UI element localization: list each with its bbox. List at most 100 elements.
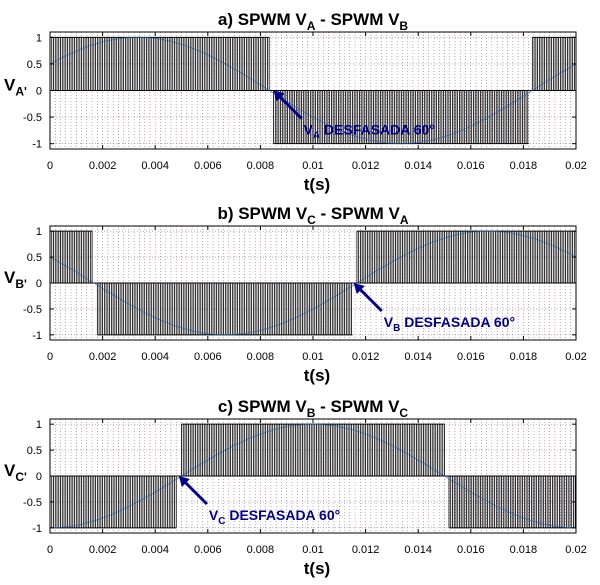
annotation-label: DESFASADA 60° xyxy=(225,507,340,523)
y-tick-label: 0 xyxy=(36,471,42,483)
reference-sine xyxy=(50,230,576,336)
x-tick-label: 0.014 xyxy=(404,351,432,363)
pwm-pulses xyxy=(448,476,576,528)
reference-wave xyxy=(50,423,576,529)
title-part: - SPWM V xyxy=(315,397,400,416)
x-tick-label: 0.016 xyxy=(457,544,485,556)
annotation-arrow-shaft xyxy=(357,286,383,313)
annotation-arrow-head xyxy=(178,476,190,487)
x-axis-label: t(s) xyxy=(304,366,330,385)
annotation-subscript: A xyxy=(313,131,320,142)
pwm-pulses xyxy=(531,37,575,91)
title-subscript: A xyxy=(307,19,316,33)
pwm-segment xyxy=(273,90,529,145)
x-tick-label: 0.006 xyxy=(194,351,222,363)
reference-sine xyxy=(50,36,576,145)
annotation: VC DESFASADA 60° xyxy=(178,476,340,527)
x-tick-label: 0.02 xyxy=(565,351,586,363)
ylabel-subscript: B' xyxy=(15,277,27,291)
x-tick-label: 0.018 xyxy=(510,351,538,363)
annotation-main: V xyxy=(209,507,219,523)
x-tick-label: 0.006 xyxy=(194,544,222,556)
pwm-pulses xyxy=(96,283,352,335)
title-part: b) SPWM V xyxy=(217,204,307,223)
reference-sine xyxy=(50,423,576,529)
chart-panel-2: 0 0.002 0.004 0.006 0.008 0.01 0.012 0.014 0.016… xyxy=(4,204,587,385)
y-tick-label: -0.5 xyxy=(23,497,42,509)
annotation-arrow-head xyxy=(273,90,285,102)
annotation: VA DESFASADA 60° xyxy=(273,90,435,142)
y-tick-label: -0.5 xyxy=(23,304,42,316)
title-subscript: B xyxy=(399,19,408,33)
y-tick-label: -1 xyxy=(32,330,42,342)
ylabel-subscript: C' xyxy=(15,470,27,484)
x-tick-label: 0.012 xyxy=(352,544,380,556)
y-tick-label: 0 xyxy=(36,278,42,290)
ylabel-main: V xyxy=(4,76,16,95)
annotation-arrow-shaft xyxy=(182,479,208,506)
y-tick-label: 0.5 xyxy=(27,59,42,71)
title-part: - SPWM V xyxy=(315,10,400,29)
annotation: VB DESFASADA 60° xyxy=(353,283,515,334)
x-tick-label: 0.016 xyxy=(457,160,485,172)
x-tick-label: 0.02 xyxy=(565,160,586,172)
x-tick-label: 0.004 xyxy=(141,160,169,172)
x-tick-label: 0 xyxy=(47,544,53,556)
y-tick-label: 0.5 xyxy=(27,252,42,264)
x-tick-label: 0.018 xyxy=(510,160,538,172)
title-subscript: C xyxy=(307,213,316,227)
x-tick-label: 0 xyxy=(47,160,53,172)
chart-panel-1: 0 0.002 0.004 0.006 0.008 0.01 0.012 0.014 0.016… xyxy=(4,10,587,194)
pwm-pulses xyxy=(50,476,177,528)
chart-title: c) SPWM VB - SPWM VC xyxy=(218,397,409,420)
y-tick-label: -1 xyxy=(32,523,42,535)
pwm-segment xyxy=(531,36,576,91)
title-part: - SPWM V xyxy=(316,204,401,223)
pwm-signal xyxy=(50,423,576,529)
pwm-segment xyxy=(356,230,576,284)
title-part: c) SPWM V xyxy=(218,397,307,416)
x-tick-label: 0.002 xyxy=(89,351,117,363)
title-subscript: C xyxy=(399,406,408,420)
title-subscript: B xyxy=(307,406,316,420)
y-tick-label: 1 xyxy=(36,226,42,238)
chart-title: b) SPWM VC - SPWM VA xyxy=(217,204,408,227)
pwm-pulses xyxy=(181,424,445,476)
chart-panel-3: 0 0.002 0.004 0.006 0.008 0.01 0.012 0.014 0.016… xyxy=(4,397,587,578)
x-tick-label: 0.012 xyxy=(352,351,380,363)
pwm-signal xyxy=(50,36,576,145)
annotation-text: VA DESFASADA 60° xyxy=(304,122,435,142)
x-tick-label: 0.014 xyxy=(404,160,432,172)
annotation-arrow-head xyxy=(353,283,365,294)
pwm-segment xyxy=(448,475,576,529)
x-tick-label: 0.004 xyxy=(141,351,169,363)
annotation-main: V xyxy=(384,314,394,330)
x-tick-label: 0.002 xyxy=(89,544,117,556)
x-tick-label: 0.002 xyxy=(89,160,117,172)
y-tick-label: 0 xyxy=(36,86,42,98)
x-tick-label: 0.008 xyxy=(247,160,275,172)
x-tick-label: 0.01 xyxy=(302,351,323,363)
x-axis-label: t(s) xyxy=(304,175,330,194)
chart-title: a) SPWM VA - SPWM VB xyxy=(218,10,409,33)
title-part: a) SPWM V xyxy=(218,10,307,29)
x-tick-label: 0.006 xyxy=(194,160,222,172)
y-tick-label: -0.5 xyxy=(23,112,42,124)
x-tick-label: 0.008 xyxy=(247,351,275,363)
x-tick-label: 0.01 xyxy=(302,544,323,556)
x-tick-label: 0.012 xyxy=(352,160,380,172)
x-tick-label: 0.018 xyxy=(510,544,538,556)
pwm-pulses xyxy=(356,231,575,283)
annotation-label: DESFASADA 60° xyxy=(320,122,435,138)
annotation-text: VC DESFASADA 60° xyxy=(209,507,340,527)
ylabel-subscript: A' xyxy=(15,85,27,99)
x-tick-label: 0.01 xyxy=(302,160,323,172)
y-tick-label: 1 xyxy=(36,419,42,431)
pwm-segment xyxy=(50,230,93,284)
pwm-pulses xyxy=(50,37,270,91)
y-axis-label: VC' xyxy=(4,461,27,484)
annotation-text: VB DESFASADA 60° xyxy=(384,314,515,334)
x-axis-label: t(s) xyxy=(304,559,330,578)
y-axis-label: VB' xyxy=(4,268,27,291)
